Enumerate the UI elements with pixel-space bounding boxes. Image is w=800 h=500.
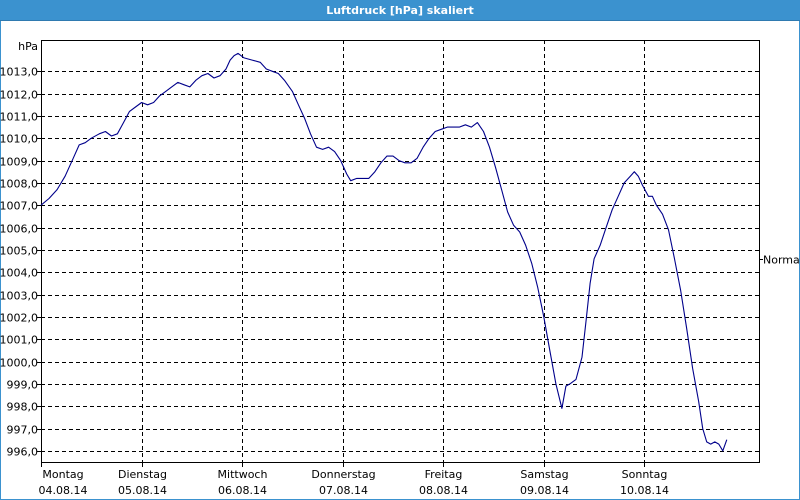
pressure-series-line [40,52,728,452]
y-tick-label: 1007,0 [0,200,38,213]
y-tick-label: 998,0 [7,401,39,414]
y-tick-label: 1009,0 [0,156,38,169]
plot-layer [40,52,728,452]
y-tick-label: 1006,0 [0,223,38,236]
x-tick-date-label: 08.08.14 [419,484,468,497]
y-tick-label: 996,0 [7,446,39,459]
x-tick-day-label: Sonntag [622,468,668,481]
x-tick-day-label: Samstag [520,468,568,481]
x-tick-date-label: 10.08.14 [620,484,669,497]
pressure-chart: 996,0 997,0 998,0 999,0 1000,0 1001,0 1002,0 10… [0,40,800,497]
y-tick-label: 1002,0 [0,312,38,325]
x-tick-date-label: 09.08.14 [520,484,569,497]
label-layer: 996,0 997,0 998,0 999,0 1000,0 1001,0 1002,0 10… [0,40,800,497]
x-tick-date-label: 07.08.14 [319,484,368,497]
y-tick-label: 1008,0 [0,178,38,191]
y-tick-label: 1005,0 [0,245,38,258]
x-tick-day-label: Freitag [425,468,463,481]
y-tick-label: 1011,0 [0,111,38,124]
window-frame-left [0,21,1,500]
y-axis-label: hPa [18,40,38,53]
y-tick-label: 1010,0 [0,133,38,146]
y-tick-label: 997,0 [7,424,39,437]
x-tick-date-label: 06.08.14 [218,484,267,497]
y-tick-label: 1001,0 [0,334,38,347]
x-tick-day-label: Montag [42,468,83,481]
y-tick-label: 1013,0 [0,66,38,79]
window-title: Luftdruck [hPa] skaliert [0,0,800,21]
x-tick-day-label: Dienstag [118,468,167,481]
x-tick-date-label: 04.08.14 [39,484,88,497]
x-tick-day-label: Donnerstag [311,468,375,481]
normal-marker-label: Normal [763,254,800,267]
y-tick-label: 1003,0 [0,290,38,303]
y-tick-label: 999,0 [7,379,39,392]
y-tick-label: 1004,0 [0,267,38,280]
x-tick-date-label: 05.08.14 [118,484,167,497]
grid-layer [37,40,763,467]
y-tick-label: 1012,0 [0,89,38,102]
y-tick-label: 1000,0 [0,357,38,370]
plot-border [41,40,760,463]
x-tick-day-label: Mittwoch [218,468,268,481]
